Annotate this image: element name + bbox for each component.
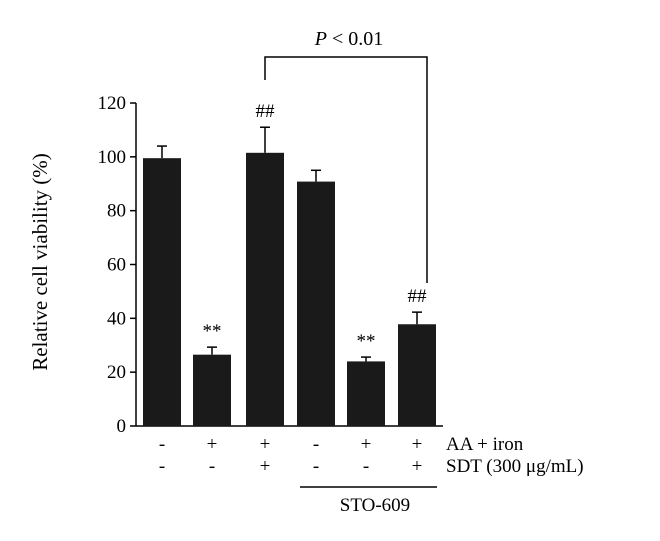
bar [193, 354, 231, 426]
condition-label: SDT (300 μg/mL) [446, 456, 584, 477]
y-tick-label: 20 [107, 362, 126, 383]
p-value-label: P < 0.01 [314, 28, 384, 50]
condition-mark: + [260, 456, 271, 477]
significance-annotations: ** ## ** ## [203, 101, 428, 352]
condition-mark: - [313, 434, 319, 455]
y-tick-label: 120 [98, 93, 127, 114]
group-label: STO-609 [340, 495, 410, 516]
bar [347, 361, 385, 426]
bars [143, 126, 436, 426]
condition-label: AA + iron [446, 434, 524, 455]
condition-mark: + [412, 434, 423, 455]
comparison-bracket: P < 0.01 [264, 28, 428, 283]
y-tick-label: 80 [107, 201, 126, 222]
y-tick-label: 100 [98, 147, 127, 168]
condition-mark: + [207, 434, 218, 455]
significance-mark: ** [357, 331, 376, 352]
significance-mark: ** [203, 321, 222, 342]
bar [246, 152, 284, 426]
significance-mark: ## [408, 286, 428, 307]
y-axis-label: Relative cell viability (%) [28, 153, 52, 371]
condition-table: - + + - + + AA + iron- - + - - + SDT (300 μg/mL)STO-… [159, 434, 584, 516]
condition-mark: + [361, 434, 372, 455]
condition-mark: - [363, 456, 369, 477]
axes: 0 20 40 60 80 100 120 [98, 93, 443, 437]
condition-mark: - [209, 456, 215, 477]
condition-mark: + [412, 456, 423, 477]
condition-mark: - [159, 456, 165, 477]
condition-mark: + [260, 434, 271, 455]
y-tick-label: 0 [117, 416, 127, 437]
condition-mark: - [313, 456, 319, 477]
y-tick-label: 60 [107, 255, 126, 276]
significance-mark: ## [256, 101, 276, 122]
bracket-line [264, 56, 428, 283]
bar [398, 324, 436, 426]
y-tick-label: 40 [107, 308, 126, 329]
condition-mark: - [159, 434, 165, 455]
bar [143, 158, 181, 426]
bar [297, 181, 335, 426]
